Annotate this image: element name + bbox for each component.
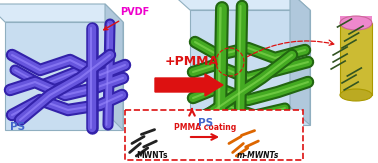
Text: +PMMA: +PMMA xyxy=(165,55,219,68)
Polygon shape xyxy=(170,0,310,10)
Polygon shape xyxy=(290,0,310,125)
Ellipse shape xyxy=(340,16,372,30)
Polygon shape xyxy=(5,22,123,130)
Polygon shape xyxy=(190,10,310,125)
Ellipse shape xyxy=(340,89,372,101)
Polygon shape xyxy=(340,23,372,95)
FancyArrow shape xyxy=(155,74,223,96)
Text: PS: PS xyxy=(10,122,25,132)
FancyBboxPatch shape xyxy=(125,110,303,160)
Text: MWNTs: MWNTs xyxy=(136,150,168,160)
Polygon shape xyxy=(105,4,123,130)
Polygon shape xyxy=(0,4,123,22)
Polygon shape xyxy=(340,16,372,23)
Text: PMMA coating: PMMA coating xyxy=(174,124,236,133)
Text: m-MWNTs: m-MWNTs xyxy=(237,150,279,160)
Text: PVDF: PVDF xyxy=(104,7,149,30)
Text: PS: PS xyxy=(198,118,213,128)
